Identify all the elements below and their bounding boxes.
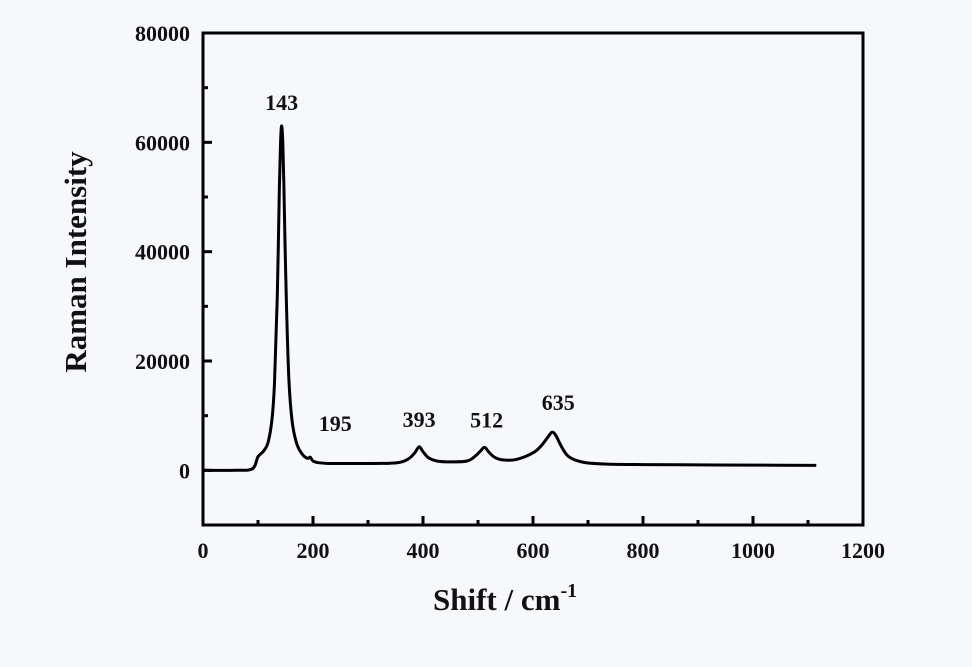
x-tick-label: 800: [627, 538, 660, 563]
peak-label-143: 143: [265, 90, 298, 115]
peak-annotations: 143 195 393 512 635: [265, 90, 575, 436]
y-tick-label: 80000: [135, 21, 190, 46]
peak-label-635: 635: [542, 390, 575, 415]
y-axis-tick-labels: 0 20000 40000 60000 80000: [135, 21, 190, 483]
peak-label-195: 195: [319, 411, 352, 436]
y-tick-label: 20000: [135, 349, 190, 374]
x-tick-label: 1200: [841, 538, 885, 563]
spectrum-line: [202, 124, 817, 472]
peak-label-512: 512: [470, 407, 503, 432]
x-tick-label: 600: [517, 538, 550, 563]
x-axis-title: Shift / cm-1: [433, 580, 577, 617]
x-tick-label: 400: [407, 538, 440, 563]
peak-label-393: 393: [403, 407, 436, 432]
y-axis-title: Raman Intensity: [58, 151, 93, 373]
y-tick-label: 0: [179, 458, 190, 483]
y-tick-label: 40000: [135, 240, 190, 265]
x-tick-label: 1000: [731, 538, 775, 563]
x-tick-label: 200: [297, 538, 330, 563]
y-tick-label: 60000: [135, 130, 190, 155]
plot-frame: [201, 31, 865, 527]
x-axis-tick-labels: 0 200 400 600 800 1000 1200: [198, 538, 886, 563]
x-tick-label: 0: [198, 538, 209, 563]
